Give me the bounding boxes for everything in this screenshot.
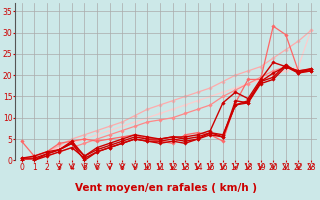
X-axis label: Vent moyen/en rafales ( km/h ): Vent moyen/en rafales ( km/h ) [75,183,257,193]
